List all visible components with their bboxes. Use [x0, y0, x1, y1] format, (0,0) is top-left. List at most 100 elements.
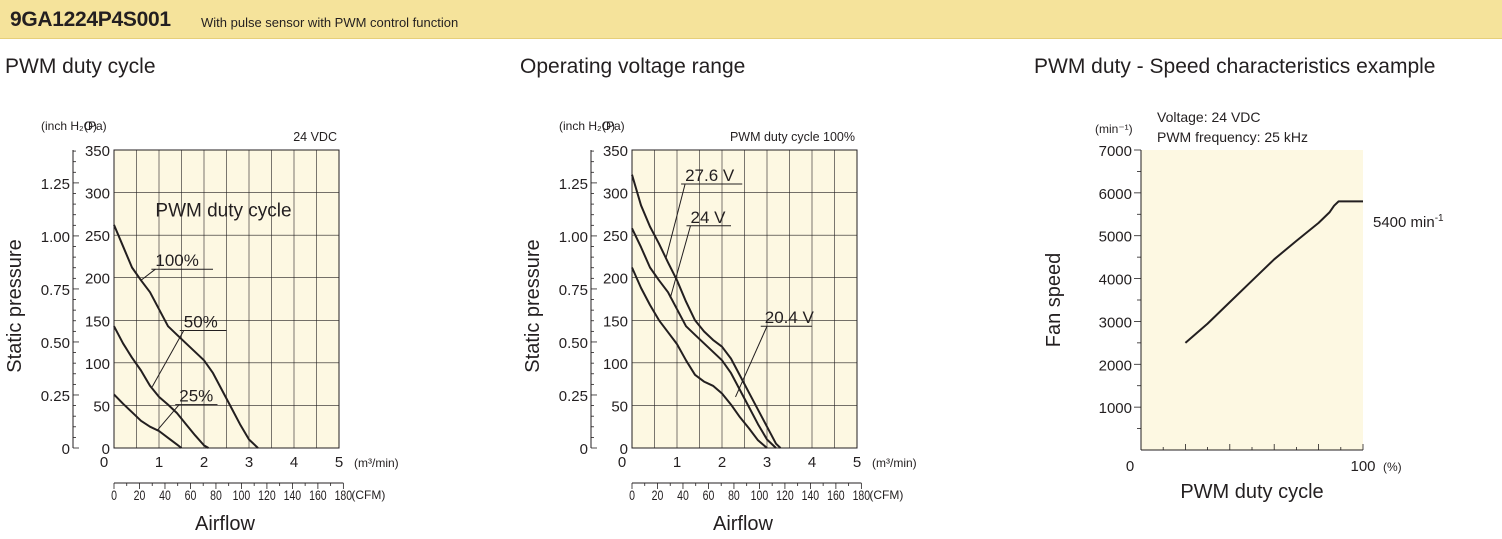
c1-plot-frame [113, 149, 340, 449]
c3-speed-line [1184, 200, 1363, 344]
c2-y-label: Static pressure [522, 239, 544, 372]
c3-condition-frequency: PWM frequency: 25 kHz [1157, 129, 1308, 145]
chart3-section-title: PWM duty - Speed characteristics example [1034, 55, 1436, 78]
c3-xtick-label: 0 [1126, 458, 1134, 475]
c1-ytick-inch-label: 0.50 [41, 335, 70, 352]
c2-ytick-pa-label: 300 [603, 186, 628, 203]
c2-x-label: Airflow [713, 513, 774, 535]
c2-y-unit-pa: (Pa) [602, 119, 625, 133]
chart2-section-title: Operating voltage range [520, 55, 746, 78]
c1-cfm-tick-label: 40 [159, 488, 171, 504]
c2-leader-line [665, 183, 686, 260]
c3-x-label: PWM duty cycle [1180, 481, 1323, 503]
c3-ytick-label: 7000 [1099, 143, 1132, 160]
c2-series-label: 27.6 V [685, 166, 735, 185]
c2-cfm-tick-label: 180 [853, 488, 871, 504]
c2-cfm-unit: (CFM) [869, 488, 903, 502]
c2-ytick-pa-label: 150 [603, 313, 628, 330]
c3-condition-voltage: Voltage: 24 VDC [1157, 109, 1261, 125]
c1-ytick-pa-label: 100 [85, 356, 110, 373]
c3-annotation: 5400 min-1 [1373, 213, 1444, 231]
c1-xtick-label: 3 [245, 454, 253, 471]
c2-ytick-pa-label: 100 [603, 356, 628, 373]
c1-y-unit-pa: (Pa) [84, 119, 107, 133]
c2-xtick-label: 1 [673, 454, 681, 471]
c2-leader-line [669, 225, 691, 299]
c1-series-line [113, 393, 183, 449]
c2-x-unit: (m³/min) [872, 456, 917, 470]
c2-cfm-tick-label: 120 [776, 488, 794, 504]
c3-ytick-label: 4000 [1099, 272, 1132, 289]
c3-y-unit: (min⁻¹) [1095, 122, 1133, 136]
c1-y-label: Static pressure [4, 239, 26, 372]
c3-ytick-label: 2000 [1099, 357, 1132, 374]
c2-y-unit-inch: (inch H₂O) [559, 119, 615, 133]
model-description: With pulse sensor with PWM control funct… [201, 15, 459, 30]
c2-cfm-tick-label: 160 [827, 488, 845, 504]
c1-y-unit-inch: (inch H₂O) [41, 119, 97, 133]
c2-cfm-tick-label: 20 [652, 488, 664, 504]
c2-ytick-pa-label: 350 [603, 143, 628, 160]
c1-ytick-pa-label: 250 [85, 228, 110, 245]
c1-x-label: Airflow [195, 513, 256, 535]
c1-leader-line [151, 330, 185, 387]
c1-cfm-tick-label: 160 [309, 488, 327, 504]
c1-series-line [113, 325, 210, 449]
c2-series-label: 20.4 V [765, 308, 815, 327]
c1-cfm-tick-label: 0 [111, 488, 117, 504]
c1-xtick-label: 5 [335, 454, 343, 471]
c1-cfm-tick-label: 140 [284, 488, 302, 504]
c1-ytick-pa-label: 50 [93, 398, 110, 415]
c1-cfm-tick-label: 80 [210, 488, 222, 504]
c2-ytick-inch-label: 1.00 [559, 229, 588, 246]
c2-ytick-inch-label: 0 [580, 441, 588, 458]
c2-ytick-pa-label: 250 [603, 228, 628, 245]
c2-xtick-label: 2 [718, 454, 726, 471]
c3-xtick-label: 100 [1350, 458, 1375, 475]
c2-xtick-label: 3 [763, 454, 771, 471]
product-banner: 9GA1224P4S001 With pulse sensor with PWM… [0, 0, 1502, 39]
c1-xtick-label: 2 [200, 454, 208, 471]
c3-plot-area [1141, 150, 1363, 450]
c1-ytick-pa-label: 150 [85, 313, 110, 330]
c1-x-unit: (m³/min) [354, 456, 399, 470]
c1-leader-line [140, 268, 156, 281]
c2-cfm-tick-label: 60 [703, 488, 715, 504]
c1-ytick-pa-label: 0 [102, 441, 110, 458]
c2-xtick-label: 4 [808, 454, 816, 471]
c1-cfm-tick-label: 180 [335, 488, 353, 504]
c1-cfm-unit: (CFM) [351, 488, 385, 502]
c3-y-label: Fan speed [1043, 253, 1065, 348]
c1-ytick-pa-label: 200 [85, 271, 110, 288]
c3-annotation-sup: -1 [1435, 213, 1444, 224]
c3-annotation-value: 5400 min [1373, 214, 1435, 231]
c2-ytick-pa-label: 0 [620, 441, 628, 458]
c2-cfm-tick-label: 80 [728, 488, 740, 504]
c1-series-line [113, 224, 259, 449]
c2-ytick-pa-label: 200 [603, 271, 628, 288]
c2-series-line [631, 174, 782, 449]
c2-cfm-tick-label: 40 [677, 488, 689, 504]
c3-x-unit: (%) [1383, 460, 1402, 474]
c2-condition: PWM duty cycle 100% [730, 130, 855, 144]
c2-ytick-pa-label: 50 [611, 398, 628, 415]
c1-cfm-tick-label: 100 [233, 488, 251, 504]
c1-ytick-inch-label: 1.25 [41, 176, 70, 193]
c1-series-label: 25% [179, 387, 213, 406]
c2-series-label: 24 V [691, 208, 727, 227]
c1-ytick-inch-label: 1.00 [41, 229, 70, 246]
c2-series-line [631, 267, 768, 449]
c1-cfm-tick-label: 20 [134, 488, 146, 504]
c2-xtick-label: 5 [853, 454, 861, 471]
c3-ytick-label: 3000 [1099, 314, 1132, 331]
c2-cfm-tick-label: 0 [629, 488, 635, 504]
c1-ytick-pa-label: 350 [85, 143, 110, 160]
c1-ytick-inch-label: 0.25 [41, 388, 70, 405]
c2-ytick-inch-label: 0.75 [559, 282, 588, 299]
c2-leader-line [735, 326, 768, 398]
c3-ytick-label: 6000 [1099, 186, 1132, 203]
c2-ytick-inch-label: 1.25 [559, 176, 588, 193]
